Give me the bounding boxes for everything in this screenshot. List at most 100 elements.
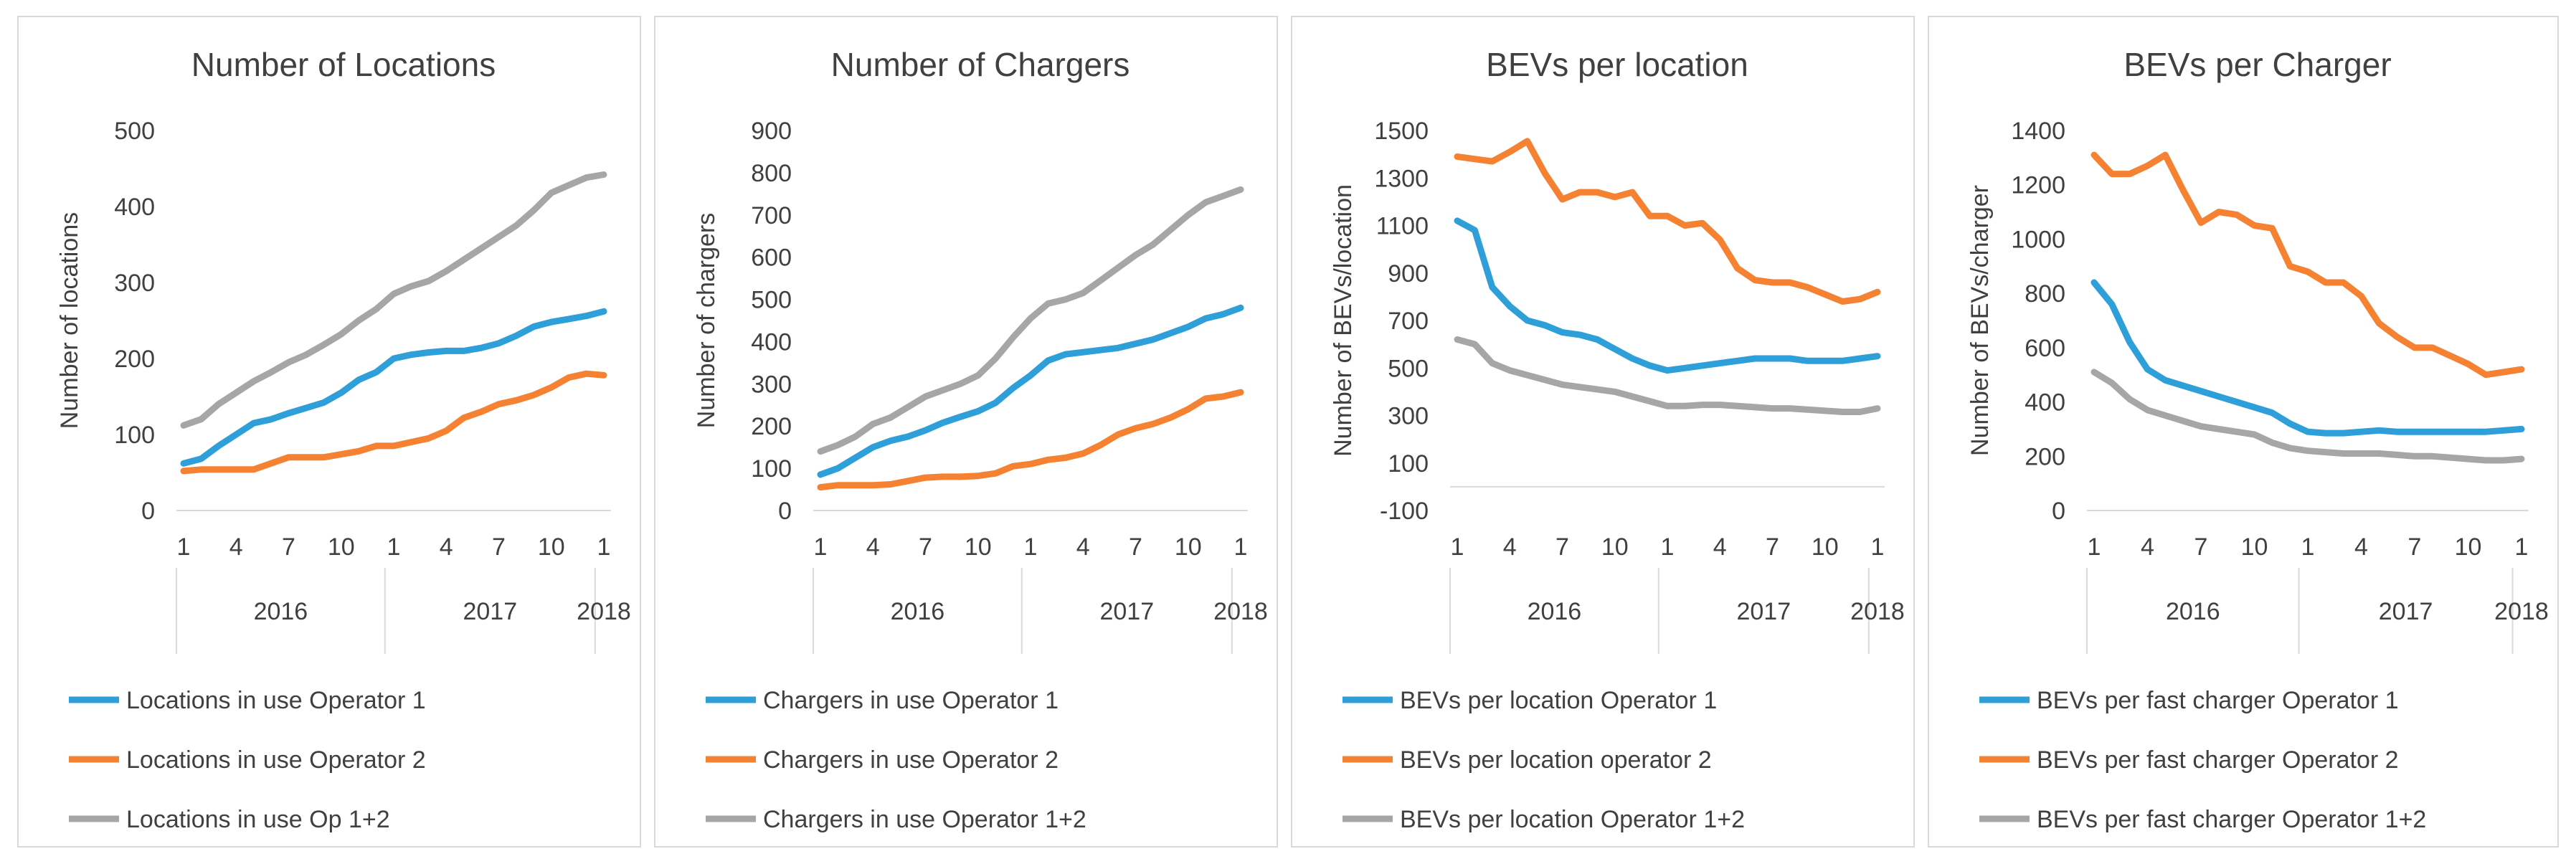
x-tick-label: 1: [177, 533, 191, 561]
y-tick-label: 600: [751, 245, 792, 272]
y-tick-label: 100: [114, 422, 155, 449]
y-tick-label: 300: [751, 371, 792, 398]
y-axis-label: Number of BEVs/charger: [1966, 185, 1994, 456]
chart-title: BEVs per location: [1486, 46, 1748, 83]
x-tick-label: 7: [2408, 533, 2422, 561]
x-tick-label: 4: [1503, 533, 1517, 561]
legend-label-1: Chargers in use Operator 1: [763, 687, 1059, 714]
x-tick-label: 4: [2141, 533, 2154, 561]
x-tick-label: 7: [492, 533, 506, 561]
y-tick-label: 400: [751, 328, 792, 356]
series-line-1: [2090, 279, 2525, 437]
x-tick-label: 4: [2354, 533, 2368, 561]
series-line-3: [1454, 336, 1881, 415]
chart-svg-2: Number of Chargers Number of chargers 0 100…: [693, 46, 1268, 833]
x-tick-label: 1: [1451, 533, 1464, 561]
x-tick-label: 7: [2194, 533, 2208, 561]
series-line-2: [2090, 151, 2525, 379]
chart-svg-3: BEVs per location Number of BEVs/location…: [1330, 46, 1905, 833]
x-tick-label: 1: [1871, 533, 1885, 561]
y-tick-label: 800: [751, 160, 792, 187]
x-tick-label: 1: [387, 533, 401, 561]
legend-label-2: Chargers in use Operator 2: [763, 746, 1059, 774]
x-year-label: 2016: [254, 598, 308, 625]
y-axis-label: Number of BEVs/location: [1330, 184, 1357, 457]
series-line-1: [1454, 217, 1881, 374]
x-year-label: 2018: [1850, 598, 1905, 625]
series-line-1: [817, 304, 1244, 478]
y-tick-label: 300: [114, 270, 155, 297]
x-year-label: 2016: [891, 598, 945, 625]
legend-label-2: BEVs per location operator 2: [1400, 746, 1712, 774]
x-tick-label: 4: [1713, 533, 1727, 561]
y-axis-label: Number of locations: [56, 212, 83, 429]
y-tick-label: 1500: [1374, 118, 1429, 145]
y-tick-label: 0: [141, 498, 155, 525]
y-tick-label: 700: [751, 202, 792, 229]
y-tick-label: 600: [2025, 335, 2065, 362]
x-tick-label: 7: [1555, 533, 1569, 561]
chart-svg-4: BEVs per Charger Number of BEVs/charger 0 2…: [1966, 46, 2549, 833]
chart-panel-2: Number of Chargers Number of chargers 0 100…: [654, 16, 1278, 848]
y-tick-label: 200: [751, 413, 792, 440]
y-tick-label: 300: [1388, 403, 1429, 430]
y-tick-label: 500: [751, 287, 792, 314]
y-tick-label: 400: [2025, 389, 2065, 417]
legend-label-2: Locations in use Operator 2: [126, 746, 426, 774]
y-tick-label: 500: [114, 118, 155, 145]
chart-panel-1: Number of Locations Number of locations 0 1…: [17, 16, 641, 848]
y-tick-label: 1400: [2011, 118, 2065, 145]
y-tick-label: 800: [2025, 280, 2065, 308]
y-tick-label: 900: [1388, 260, 1429, 288]
legend-label-3: BEVs per fast charger Operator 1+2: [2037, 806, 2426, 833]
y-tick-label: 1300: [1374, 165, 1429, 192]
series-line-3: [817, 186, 1244, 455]
y-tick-label: 1000: [2011, 226, 2065, 253]
x-tick-label: 1: [2088, 533, 2101, 561]
x-year-label: 2018: [2494, 598, 2549, 625]
x-tick-label: 1: [1234, 533, 1248, 561]
y-tick-label: 200: [114, 346, 155, 373]
x-tick-label: 7: [282, 533, 295, 561]
x-tick-label: 7: [1766, 533, 1779, 561]
x-tick-label: 10: [1812, 533, 1839, 561]
y-tick-label: 1100: [1376, 213, 1429, 240]
legend-label-3: BEVs per location Operator 1+2: [1400, 806, 1745, 833]
x-year-label: 2018: [577, 598, 631, 625]
y-tick-label: 100: [1388, 450, 1429, 478]
y-tick-label: 500: [1388, 355, 1429, 382]
x-year-label: 2017: [463, 598, 517, 625]
x-tick-label: 1: [1024, 533, 1038, 561]
chart-title: Number of Locations: [191, 46, 496, 83]
y-tick-label: 200: [2025, 443, 2065, 470]
x-tick-label: 10: [328, 533, 355, 561]
chart-title: Number of Chargers: [831, 46, 1130, 83]
x-tick-label: 10: [2241, 533, 2268, 561]
y-tick-label: 700: [1388, 308, 1429, 335]
chart-panel-3: BEVs per location Number of BEVs/location…: [1291, 16, 1915, 848]
legend-label-1: Locations in use Operator 1: [126, 687, 426, 714]
legend-label-3: Locations in use Op 1+2: [126, 806, 390, 833]
y-tick-label: 1200: [2011, 172, 2065, 199]
x-tick-label: 4: [229, 533, 243, 561]
x-year-label: 2017: [1099, 598, 1154, 625]
y-axis-label: Number of chargers: [693, 213, 720, 428]
x-tick-label: 10: [2455, 533, 2482, 561]
x-tick-label: 1: [2301, 533, 2315, 561]
x-tick-label: 1: [814, 533, 828, 561]
x-tick-label: 1: [2515, 533, 2529, 561]
x-tick-label: 4: [866, 533, 880, 561]
x-year-label: 2017: [2379, 598, 2433, 625]
x-tick-label: 10: [538, 533, 565, 561]
y-tick-label: 100: [751, 455, 792, 483]
x-tick-label: 4: [1076, 533, 1090, 561]
legend-label-3: Chargers in use Operator 1+2: [763, 806, 1086, 833]
x-tick-label: 10: [1175, 533, 1202, 561]
y-tick-label: 0: [778, 498, 792, 525]
series-line-3: [2090, 369, 2525, 464]
series-line-2: [180, 370, 607, 475]
y-tick-label: 900: [751, 118, 792, 145]
y-tick-label: -100: [1380, 498, 1429, 525]
series-line-1: [180, 308, 607, 467]
